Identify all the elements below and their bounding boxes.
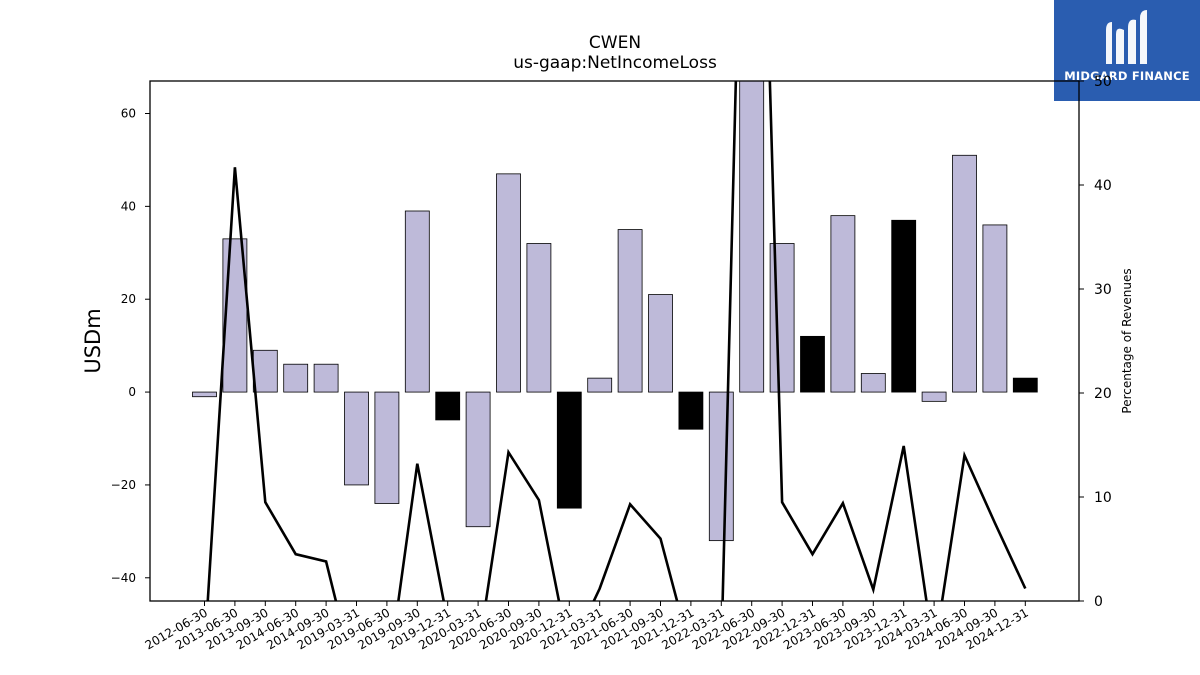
bar-2022-09-30 <box>769 243 795 393</box>
bar-2024-03-31 <box>921 391 947 402</box>
bar-2013-09-30 <box>252 349 278 393</box>
y2-tick-label: 10 <box>1094 490 1112 506</box>
y-axis-label: USDm <box>81 308 105 373</box>
bar-2020-03-31 <box>465 391 491 528</box>
y-tick-label: −20 <box>111 478 136 492</box>
bar-2022-06-30 <box>739 81 765 393</box>
bar-2019-12-31 <box>435 391 461 421</box>
midgard-m-logo-icon <box>1106 10 1147 65</box>
bar-2014-09-30 <box>313 363 339 393</box>
chart-subtitle: us-gaap:NetIncomeLoss <box>513 53 717 73</box>
percentage-line <box>206 81 1027 601</box>
brand-logo: MIDGARD FINANCE <box>1054 0 1200 101</box>
bar-2024-12-31 <box>1012 377 1038 393</box>
y-tick-label: 20 <box>121 292 136 306</box>
y-tick-label: −40 <box>111 571 136 585</box>
bar-2020-06-30 <box>496 173 521 393</box>
bar-2023-06-30 <box>830 215 856 393</box>
bar-2021-09-30 <box>648 294 673 393</box>
chart-title: CWEN <box>589 33 641 53</box>
bar-2024-09-30 <box>982 224 1008 393</box>
y2-tick-label: 30 <box>1094 282 1112 298</box>
y-tick-label: 40 <box>121 199 136 213</box>
bar-2024-06-30 <box>952 154 977 393</box>
bar-2019-03-31 <box>344 391 369 486</box>
y2-tick-label: 40 <box>1094 178 1112 194</box>
y-tick-label: 0 <box>128 385 136 399</box>
y2-tick-label: 50 <box>1094 74 1112 90</box>
bar-2022-12-31 <box>800 335 825 393</box>
bar-2021-06-30 <box>617 229 643 393</box>
bar-2021-12-31 <box>678 391 704 430</box>
bar-2022-03-31 <box>708 391 734 542</box>
bar-2019-06-30 <box>374 391 400 504</box>
bar-2012-06-30 <box>192 391 217 398</box>
line-series <box>206 81 1027 601</box>
bar-2014-06-30 <box>283 363 309 393</box>
bar-2021-03-31 <box>587 377 613 393</box>
y2-tick-label: 20 <box>1094 386 1112 402</box>
brand-name: MIDGARD FINANCE <box>1064 69 1190 83</box>
bar-2020-12-31 <box>556 391 582 509</box>
bar-2020-09-30 <box>526 243 552 393</box>
plot-frame <box>149 80 1080 602</box>
y2-axis-label: Percentage of Revenues <box>1120 268 1134 413</box>
bar-2023-12-31 <box>891 219 917 393</box>
bar-2019-09-30 <box>404 210 430 393</box>
y2-tick-label: 0 <box>1094 594 1103 610</box>
y-tick-label: 60 <box>121 107 136 121</box>
bar-2023-09-30 <box>860 373 886 393</box>
